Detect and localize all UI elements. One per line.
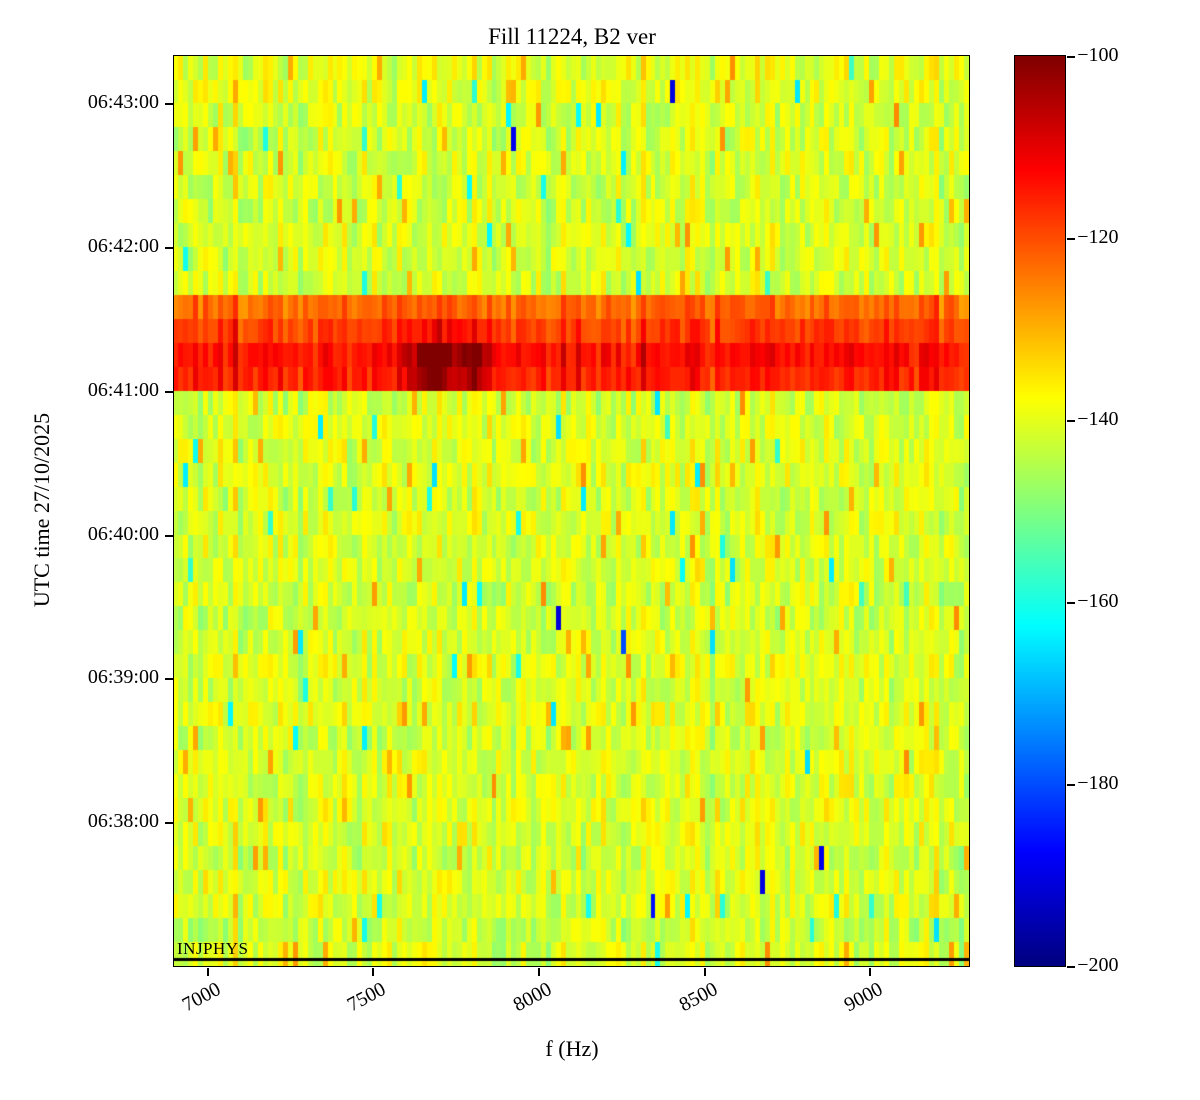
colorbar <box>1014 55 1066 967</box>
x-tick-label: 8500 <box>675 978 721 1017</box>
x-tick-label: 8000 <box>509 978 556 1017</box>
y-tick-label: 06:41:00 <box>87 378 159 401</box>
y-tick-label: 06:43:00 <box>87 91 159 114</box>
colorbar-tick-label: −180 <box>1077 771 1119 794</box>
colorbar-canvas <box>1015 56 1065 966</box>
colorbar-tick-mark <box>1067 419 1076 422</box>
x-tick-mark <box>703 968 706 977</box>
x-tick-mark <box>206 968 209 977</box>
y-tick-label: 06:42:00 <box>87 235 159 258</box>
x-tick-label: 9000 <box>840 978 887 1017</box>
x-tick-label: 7500 <box>344 978 390 1017</box>
x-tick-label: 7000 <box>178 978 225 1017</box>
colorbar-tick-label: −160 <box>1077 589 1119 612</box>
spectrogram-canvas <box>174 56 969 966</box>
colorbar-tick-label: −140 <box>1077 407 1119 430</box>
y-tick-label: 06:40:00 <box>87 522 159 545</box>
y-tick-label: 06:38:00 <box>87 809 159 832</box>
y-tick-mark <box>165 103 173 106</box>
y-tick-mark <box>165 534 173 537</box>
colorbar-tick-mark <box>1067 55 1076 58</box>
y-tick-mark <box>165 247 173 250</box>
colorbar-tick-mark <box>1067 601 1076 604</box>
colorbar-tick-mark <box>1067 965 1076 968</box>
x-tick-mark <box>869 968 872 977</box>
plot-area: INJPHYS <box>173 55 970 967</box>
y-tick-mark <box>165 821 173 824</box>
colorbar-tick-label: −200 <box>1077 953 1119 976</box>
colorbar-tick-mark <box>1067 783 1076 786</box>
x-axis-label: f (Hz) <box>545 1036 599 1061</box>
colorbar-tick-label: −100 <box>1077 43 1119 66</box>
x-tick-mark <box>372 968 375 977</box>
y-axis-label: UTC time 27/10/2025 <box>29 412 54 608</box>
y-tick-mark <box>165 678 173 681</box>
chart-title: Fill 11224, B2 ver <box>488 24 656 49</box>
y-tick-label: 06:39:00 <box>87 666 159 689</box>
y-tick-mark <box>165 390 173 393</box>
injphys-annotation: INJPHYS <box>177 939 249 958</box>
colorbar-tick-label: −120 <box>1077 225 1119 248</box>
x-tick-mark <box>537 968 540 977</box>
colorbar-tick-mark <box>1067 237 1076 240</box>
